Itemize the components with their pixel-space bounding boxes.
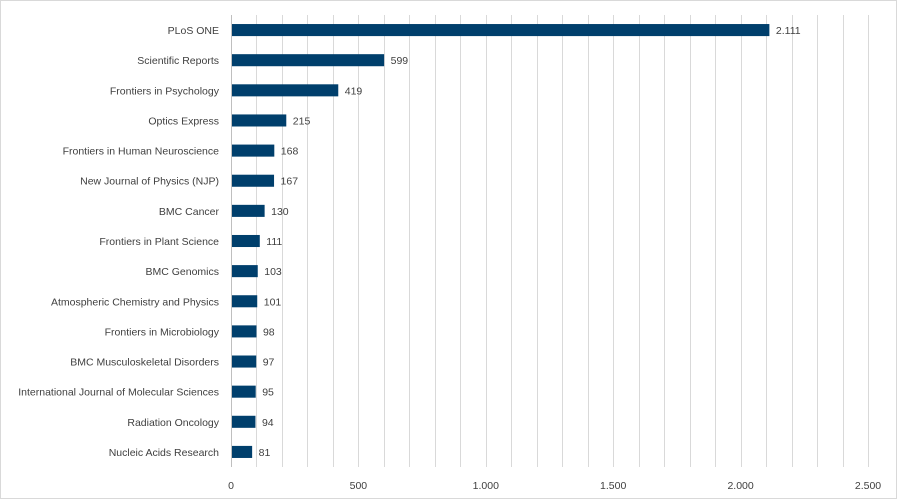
bar (231, 54, 385, 67)
data-label: 168 (281, 146, 299, 158)
category-label: Frontiers in Plant Science (99, 236, 219, 248)
labels: 0 500 1.000 1.500 2.000 2.500 PLoS ONE 2.111 Sci… (18, 25, 881, 492)
data-label: 97 (263, 357, 275, 369)
bar (231, 174, 275, 187)
category-label: Atmospheric Chemistry and Physics (51, 296, 219, 308)
bars (231, 24, 770, 458)
category-label: PLoS ONE (168, 25, 219, 37)
data-label: 101 (264, 296, 282, 308)
data-label: 81 (259, 447, 271, 459)
bar (231, 325, 257, 338)
bar (231, 415, 256, 428)
category-label: Frontiers in Human Neuroscience (63, 146, 220, 158)
category-label: Radiation Oncology (127, 417, 219, 429)
data-label: 111 (266, 236, 282, 248)
data-label: 2.111 (776, 25, 801, 37)
data-label: 215 (293, 115, 311, 127)
x-tick-label: 500 (350, 480, 368, 492)
category-label: BMC Cancer (159, 206, 220, 218)
category-label: Nucleic Acids Research (109, 447, 219, 459)
bar (231, 234, 260, 248)
x-tick-label: 2.000 (727, 480, 753, 492)
category-label: International Journal of Molecular Scien… (18, 387, 219, 399)
bar (231, 24, 770, 37)
category-label: BMC Genomics (145, 266, 219, 278)
bar (231, 355, 257, 368)
bar (231, 84, 339, 97)
data-label: 98 (263, 326, 275, 338)
x-tick-label: 1.000 (473, 480, 499, 492)
bar (231, 114, 287, 127)
data-label: 95 (262, 387, 274, 399)
data-label: 167 (281, 176, 299, 188)
x-tick-label: 2.500 (855, 480, 881, 492)
x-tick-label: 0 (228, 480, 234, 492)
category-label: New Journal of Physics (NJP) (80, 176, 219, 188)
data-label: 130 (271, 206, 289, 218)
category-label: Frontiers in Psychology (110, 85, 220, 97)
data-label: 599 (391, 55, 409, 67)
category-label: Scientific Reports (137, 55, 219, 67)
x-tick-label: 1.500 (600, 480, 626, 492)
bar (231, 445, 253, 458)
data-label: 419 (345, 85, 363, 97)
gridlines (256, 15, 869, 467)
bar (231, 265, 258, 278)
data-label: 94 (262, 417, 274, 429)
data-label: 103 (264, 266, 282, 278)
category-label: Optics Express (148, 115, 219, 127)
category-label: BMC Musculoskeletal Disorders (70, 357, 219, 369)
bar (231, 204, 265, 217)
category-label: Frontiers in Microbiology (105, 326, 220, 338)
bar (231, 385, 256, 398)
bar (231, 295, 258, 308)
bar (231, 144, 275, 157)
